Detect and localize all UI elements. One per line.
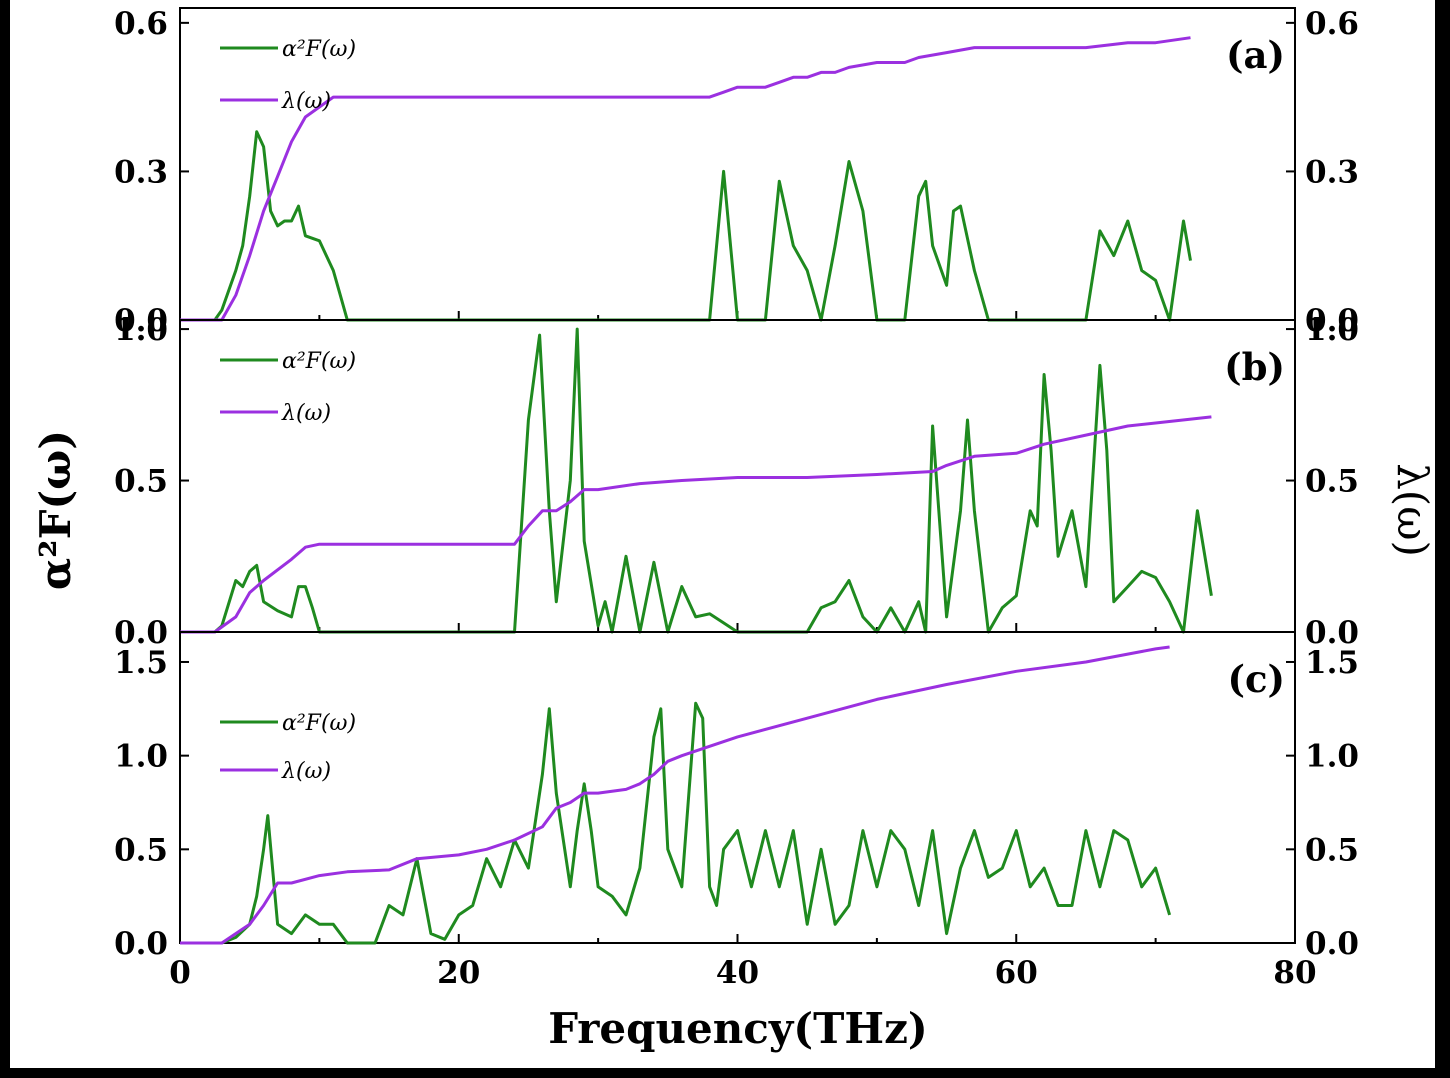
- y-tick-label-right: 0.5: [1305, 464, 1359, 500]
- panel-2: 0.0 0.0 0.5 0.5 1.0 1.0 1.5 1.5 (c) α²F(ω) λ(ω): [114, 631, 1359, 962]
- panels-layer: 0.0 0.0 0.3 0.3 0.6 0.6 (a) α²F(ω) λ(ω) 0.0 0.0 0.5…: [114, 6, 1359, 991]
- y-tick-label-left: 1.0: [114, 739, 168, 775]
- y-axis-right-title: λ(ω): [1388, 463, 1435, 557]
- x-tick-label: 20: [437, 955, 480, 991]
- y-tick-label-right: 1.0: [1305, 739, 1359, 775]
- y-tick-label-left: 0.5: [114, 464, 168, 500]
- y-tick-label-left: 0.3: [114, 154, 168, 190]
- y-tick-label-right: 0.6: [1305, 6, 1359, 42]
- y-tick-label-left: 1.0: [114, 312, 168, 348]
- panel-label: (c): [1227, 657, 1285, 701]
- y-tick-label-left: 0.5: [114, 832, 168, 868]
- lambda-series-line: [180, 645, 1170, 945]
- y-tick-label-left: 0.6: [114, 6, 168, 42]
- y-axis-left-title: α²F(ω): [31, 430, 80, 590]
- chart-svg: 0.0 0.0 0.3 0.3 0.6 0.6 (a) α²F(ω) λ(ω) 0.0 0.0 0.5…: [31, 6, 1437, 1053]
- y-tick-label-right: 0.3: [1305, 154, 1359, 190]
- legend-label: λ(ω): [281, 401, 331, 426]
- a2f-series-line: [180, 130, 1192, 322]
- y-tick-label-left: 0.0: [114, 303, 168, 339]
- lambda-series-line: [180, 36, 1191, 322]
- x-tick-label: 80: [1273, 955, 1316, 991]
- panel-frame: [179, 631, 1296, 944]
- x-tick-label: 60: [995, 955, 1038, 991]
- a2f-series-line: [180, 701, 1172, 945]
- panel-label: (a): [1226, 33, 1285, 77]
- legend-label: λ(ω): [281, 89, 331, 114]
- y-tick-label-right: 0.5: [1305, 832, 1359, 868]
- y-tick-label-right: 1.5: [1305, 645, 1359, 681]
- legend-label: α²F(ω): [282, 711, 356, 736]
- x-axis-title: Frequency(THz): [548, 1004, 928, 1053]
- y-tick-label-right: 1.0: [1305, 312, 1359, 348]
- lambda-series-line: [180, 415, 1212, 634]
- y-tick-label-right: 0.0: [1305, 926, 1359, 962]
- panel-1: 0.0 0.0 0.5 0.5 1.0 1.0 (b) α²F(ω) λ(ω): [114, 312, 1359, 651]
- y-tick-label-right: 0.0: [1305, 303, 1359, 339]
- panel-0: 0.0 0.0 0.3 0.3 0.6 0.6 (a) α²F(ω) λ(ω): [114, 6, 1359, 339]
- y-tick-label-left: 0.0: [114, 615, 168, 651]
- y-tick-label-left: 0.0: [114, 926, 168, 962]
- legend-label: λ(ω): [281, 759, 331, 784]
- y-tick-label-right: 0.0: [1305, 615, 1359, 651]
- x-tick-label: 40: [716, 955, 759, 991]
- legend-label: α²F(ω): [282, 37, 356, 62]
- figure-frame: 0.0 0.0 0.3 0.3 0.6 0.6 (a) α²F(ω) λ(ω) 0.0 0.0 0.5…: [10, 0, 1437, 1068]
- legend-label: α²F(ω): [282, 349, 356, 374]
- y-tick-label-left: 1.5: [114, 645, 168, 681]
- panel-label: (b): [1224, 345, 1285, 389]
- x-tick-label: 0: [169, 955, 191, 991]
